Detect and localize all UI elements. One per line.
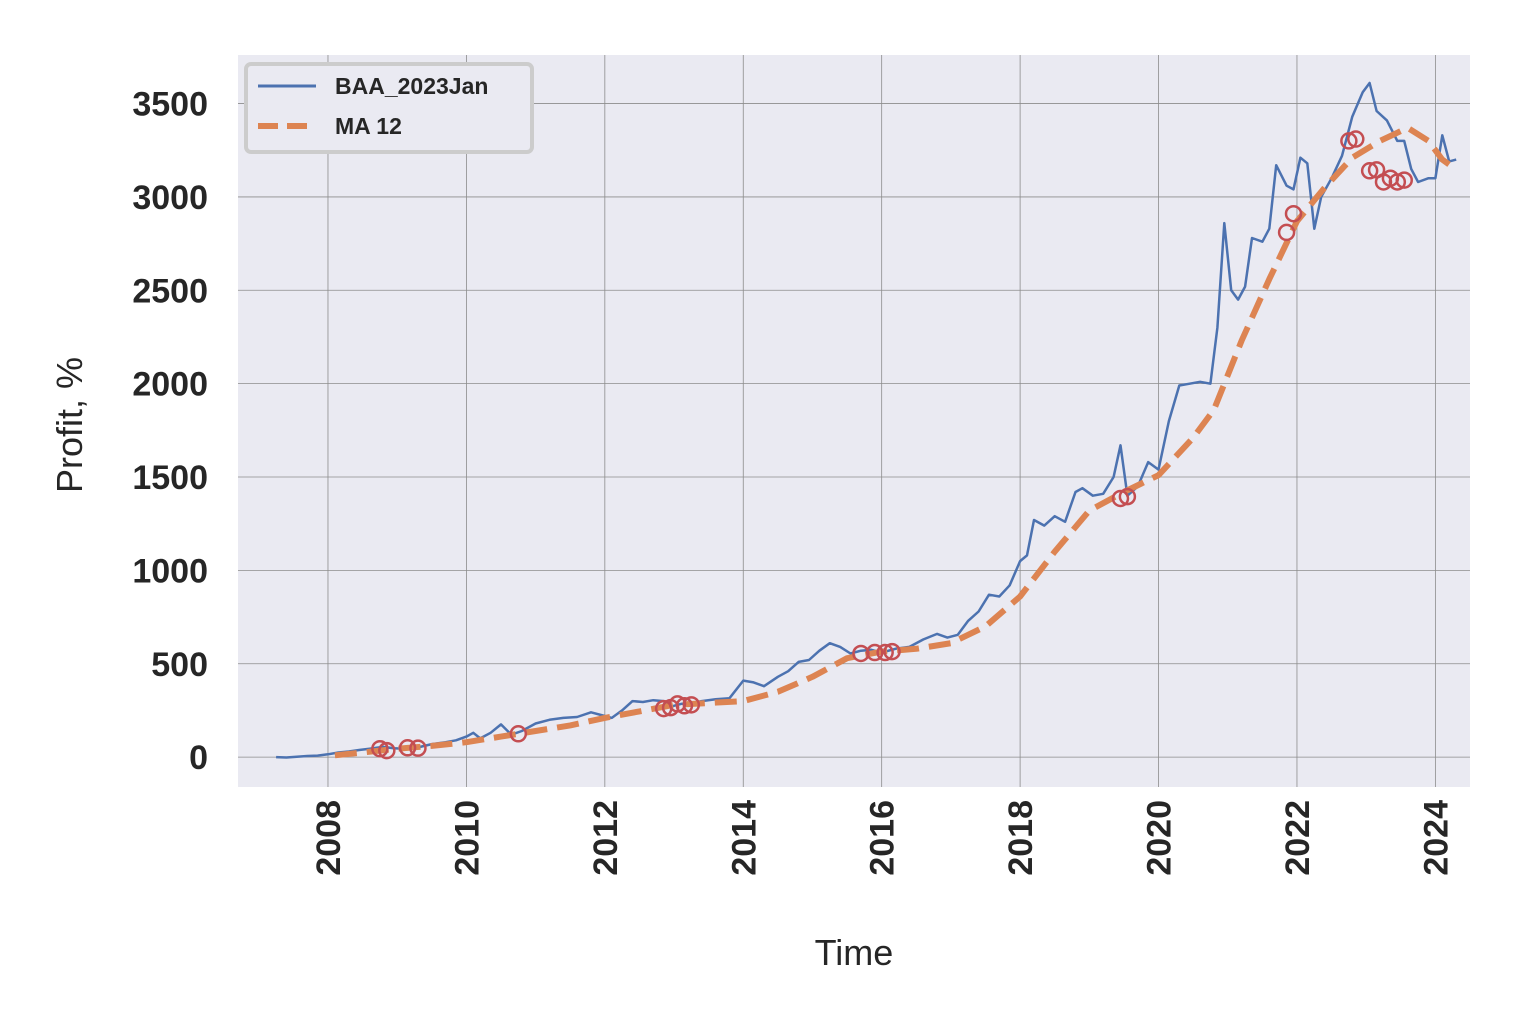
x-tick-label: 2024	[1417, 800, 1455, 876]
signal-marker	[509, 725, 528, 743]
series-line-baa	[276, 81, 1457, 759]
signal-marker	[378, 741, 396, 760]
marker-layer	[371, 130, 1413, 760]
signal-marker	[398, 739, 417, 757]
signal-marker	[883, 642, 901, 661]
x-tick-label: 2018	[1002, 800, 1040, 876]
legend-box	[244, 62, 534, 154]
signal-marker	[1277, 223, 1296, 242]
signal-marker	[1340, 132, 1358, 150]
grid	[238, 55, 1470, 787]
signal-marker	[1395, 171, 1413, 189]
x-axis-ticks: 2008 2010 2012 2014 2016 2018 2020 2022 2024	[310, 800, 1455, 876]
y-tick-label: 1500	[132, 459, 208, 497]
y-tick-label: 3000	[132, 179, 208, 217]
x-tick-label: 2016	[864, 800, 902, 876]
x-tick-label: 2022	[1279, 800, 1317, 876]
signal-marker	[1347, 130, 1365, 148]
legend-label-ma: MA 12	[335, 113, 402, 139]
x-tick-label: 2010	[448, 800, 486, 876]
signal-marker	[866, 643, 884, 662]
signal-marker	[371, 739, 389, 758]
series-line-ma12	[334, 124, 1455, 759]
signal-marker	[1118, 487, 1137, 506]
legend: BAA_2023Jan MA 12	[244, 62, 534, 154]
y-axis-label: Profit, %	[49, 357, 90, 493]
legend-label-baa: BAA_2023Jan	[335, 73, 488, 99]
y-axis-ticks: 0 500 1000 1500 2000 2500 3000 3500	[132, 86, 208, 778]
x-tick-label: 2014	[725, 800, 763, 876]
y-tick-label: 3500	[132, 86, 208, 124]
x-tick-label: 2020	[1141, 800, 1179, 876]
signal-marker	[1111, 489, 1130, 508]
plot-area	[238, 55, 1470, 787]
signal-marker	[409, 739, 427, 757]
signal-marker	[1360, 162, 1379, 180]
signal-marker	[675, 697, 694, 715]
x-tick-label: 2012	[587, 800, 625, 876]
series-lines	[276, 81, 1457, 759]
x-tick-label: 2008	[310, 800, 348, 876]
y-tick-label: 2500	[132, 272, 208, 310]
signal-marker	[1284, 204, 1303, 223]
y-tick-label: 0	[189, 739, 208, 777]
x-axis-label: Time	[815, 932, 894, 973]
signal-marker	[682, 696, 701, 714]
y-tick-label: 500	[151, 646, 208, 684]
signal-marker	[1388, 173, 1407, 191]
signal-marker	[876, 643, 894, 662]
y-tick-label: 1000	[132, 552, 208, 590]
y-tick-label: 2000	[132, 366, 208, 404]
